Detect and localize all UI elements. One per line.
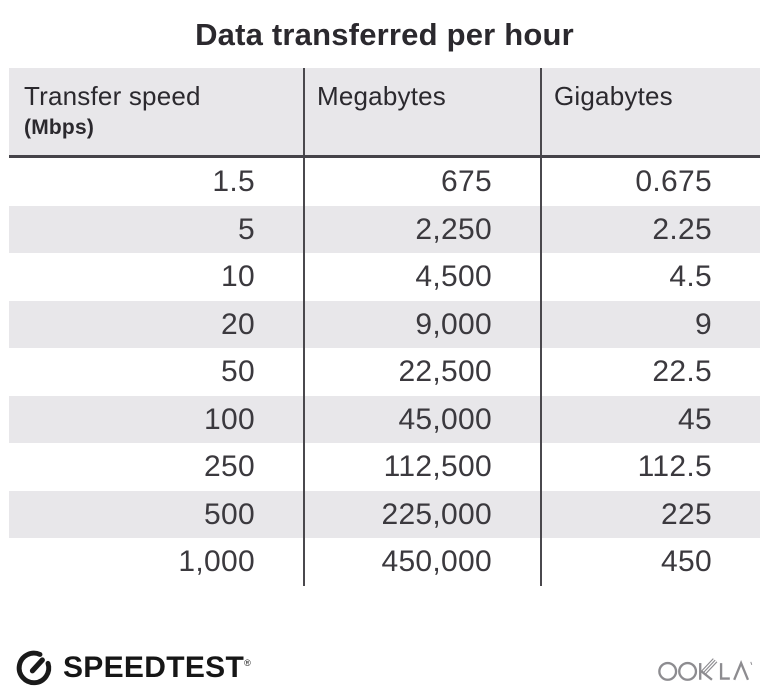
page-title: Data transferred per hour: [195, 17, 574, 52]
table-cell: 112.5: [540, 443, 760, 491]
table-row: 1.5 675 0.675: [9, 158, 760, 206]
speedtest-label: SPEEDTEST: [63, 651, 245, 684]
column-header-transfer-speed: Transfer speed (Mbps): [9, 68, 303, 155]
table-header-row: Transfer speed (Mbps) Megabytes Gigabyte…: [9, 68, 760, 158]
table-cell: 20: [221, 307, 255, 341]
column-header-label: Gigabytes: [554, 81, 673, 111]
table-cell: 0.675: [540, 158, 760, 206]
table-cell: 500: [204, 497, 255, 531]
table-row: 20 9,000 9: [9, 300, 760, 348]
ookla-logo: OOKLA ®: [658, 652, 757, 685]
table-row: 100 45,000 45: [9, 395, 760, 443]
column-header-unit: (Mbps): [24, 116, 95, 139]
table-row: 500 225,000 225: [9, 490, 760, 538]
table-cell: 45,000: [303, 395, 540, 443]
table-cell: 2,250: [303, 205, 540, 253]
table-row: 10 4,500 4.5: [9, 253, 760, 301]
column-header-label: Transfer speed: [24, 81, 201, 111]
speedtest-logo: SPEEDTEST®: [14, 648, 251, 688]
table-cell: 50: [221, 355, 255, 388]
table-cell: 675: [303, 158, 540, 206]
table-cell: 1,000: [178, 545, 255, 578]
table-cell: 5: [238, 212, 255, 246]
footer: SPEEDTEST® OOKLA ®: [14, 648, 757, 688]
table-cell: 22,500: [303, 348, 540, 396]
column-header-label: Megabytes: [317, 81, 446, 111]
speedtest-wordmark: SPEEDTEST®: [63, 651, 251, 685]
table-cell: 450: [540, 538, 760, 586]
table-cell: 1.5: [212, 165, 255, 198]
table-cell: 9: [540, 300, 760, 348]
column-header-gigabytes: Gigabytes: [540, 68, 760, 155]
table-cell: 4.5: [540, 253, 760, 301]
speedtest-gauge-icon: [16, 650, 52, 686]
table-cell: 225,000: [303, 490, 540, 538]
table-cell: 250: [204, 450, 255, 483]
table-row: 50 22,500 22.5: [9, 348, 760, 396]
table-body: 1.5 675 0.675 5 2,250 2.25 10 4,500 4.5 20 9,000 9 5…: [9, 158, 760, 586]
table-cell: 9,000: [303, 300, 540, 348]
table-cell: 225: [540, 490, 760, 538]
table-cell: 450,000: [303, 538, 540, 586]
table-cell: 4,500: [303, 253, 540, 301]
table-cell: 45: [540, 395, 760, 443]
column-header-megabytes: Megabytes: [303, 68, 540, 155]
registered-trademark-mark: ®: [244, 658, 252, 668]
table-cell: 10: [221, 260, 255, 293]
table-row: 1,000 450,000 450: [9, 538, 760, 586]
table-cell: 22.5: [540, 348, 760, 396]
ookla-wordmark-icon: [658, 657, 753, 681]
data-table: Transfer speed (Mbps) Megabytes Gigabyte…: [9, 68, 760, 586]
table-cell: 100: [204, 402, 255, 436]
table-cell: 2.25: [540, 205, 760, 253]
table-row: 5 2,250 2.25: [9, 205, 760, 253]
table-row: 250 112,500 112.5: [9, 443, 760, 491]
table-cell: 112,500: [303, 443, 540, 491]
